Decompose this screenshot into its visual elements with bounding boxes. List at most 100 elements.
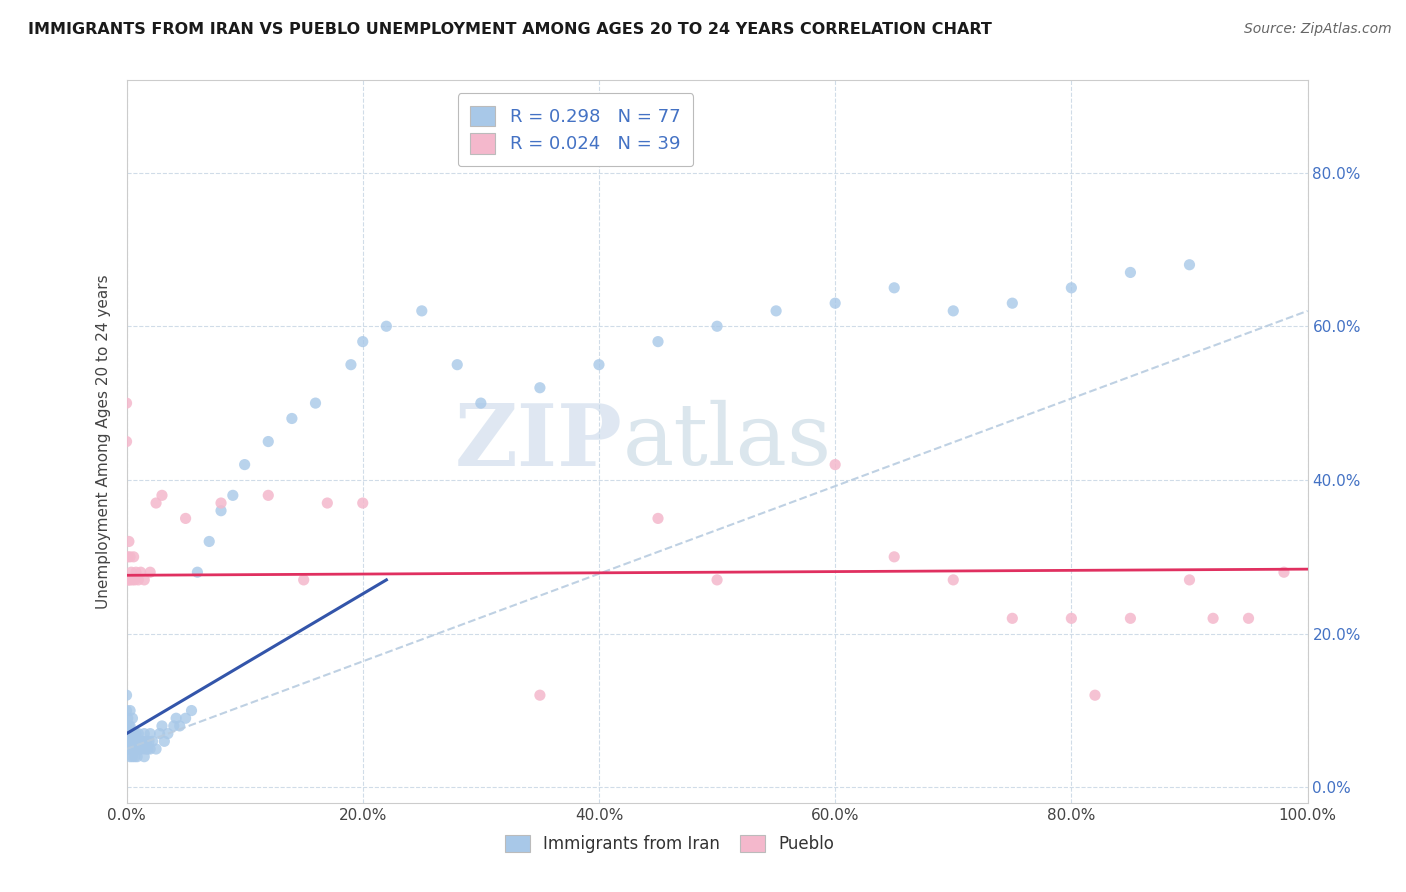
Point: [150, 719, 173, 733]
Point: [134, 726, 156, 740]
Point: [125, 565, 148, 579]
Point: [117, 734, 139, 748]
Point: [117, 726, 139, 740]
Point: [122, 742, 145, 756]
Point: [304, 396, 326, 410]
Point: [340, 358, 363, 372]
Point: [1178, 573, 1201, 587]
Point: [124, 749, 146, 764]
Point: [120, 726, 142, 740]
Point: [118, 719, 141, 733]
Point: [121, 711, 143, 725]
Point: [375, 319, 398, 334]
Point: [117, 711, 139, 725]
Y-axis label: Unemployment Among Ages 20 to 24 years: Unemployment Among Ages 20 to 24 years: [96, 274, 111, 609]
Point: [352, 334, 374, 349]
Point: [1178, 258, 1201, 272]
Text: ZIP: ZIP: [454, 400, 623, 483]
Point: [174, 711, 197, 725]
Point: [122, 726, 145, 740]
Point: [118, 742, 141, 756]
Point: [257, 488, 280, 502]
Point: [127, 573, 149, 587]
Point: [125, 726, 148, 740]
Point: [120, 749, 142, 764]
Point: [138, 734, 160, 748]
Point: [163, 719, 186, 733]
Point: [1060, 611, 1083, 625]
Point: [1119, 611, 1142, 625]
Point: [1060, 281, 1083, 295]
Point: [706, 319, 728, 334]
Point: [647, 334, 669, 349]
Point: [209, 504, 232, 518]
Point: [121, 749, 143, 764]
Text: Source: ZipAtlas.com: Source: ZipAtlas.com: [1244, 22, 1392, 37]
Point: [1001, 611, 1024, 625]
Point: [149, 726, 172, 740]
Point: [186, 565, 208, 579]
Point: [117, 549, 139, 564]
Point: [209, 496, 232, 510]
Point: [121, 734, 143, 748]
Point: [124, 573, 146, 587]
Point: [120, 734, 142, 748]
Point: [706, 573, 728, 587]
Point: [115, 704, 138, 718]
Point: [588, 358, 610, 372]
Point: [1237, 611, 1260, 625]
Point: [292, 573, 315, 587]
Point: [120, 565, 142, 579]
Point: [765, 304, 787, 318]
Text: IMMIGRANTS FROM IRAN VS PUEBLO UNEMPLOYMENT AMONG AGES 20 TO 24 YEARS CORRELATIO: IMMIGRANTS FROM IRAN VS PUEBLO UNEMPLOYM…: [28, 22, 993, 37]
Point: [1272, 565, 1295, 579]
Point: [122, 549, 145, 564]
Point: [118, 534, 141, 549]
Point: [942, 573, 965, 587]
Point: [139, 742, 162, 756]
Point: [127, 726, 149, 740]
Point: [125, 742, 148, 756]
Point: [411, 304, 433, 318]
Legend: Immigrants from Iran, Pueblo: Immigrants from Iran, Pueblo: [499, 828, 841, 860]
Point: [131, 742, 153, 756]
Point: [1202, 611, 1225, 625]
Point: [446, 358, 468, 372]
Point: [180, 704, 202, 718]
Point: [824, 458, 846, 472]
Point: [135, 734, 157, 748]
Point: [352, 496, 374, 510]
Point: [117, 573, 139, 587]
Point: [127, 749, 149, 764]
Point: [281, 411, 304, 425]
Point: [141, 734, 163, 748]
Point: [136, 742, 159, 756]
Point: [169, 719, 191, 733]
Point: [120, 704, 142, 718]
Point: [150, 488, 173, 502]
Point: [883, 281, 905, 295]
Point: [153, 734, 176, 748]
Point: [129, 565, 152, 579]
Point: [647, 511, 669, 525]
Point: [128, 742, 150, 756]
Point: [824, 296, 846, 310]
Point: [883, 549, 905, 564]
Point: [139, 565, 162, 579]
Point: [165, 711, 187, 725]
Point: [134, 749, 156, 764]
Point: [118, 573, 141, 587]
Point: [139, 726, 162, 740]
Point: [120, 719, 142, 733]
Point: [127, 742, 149, 756]
Point: [233, 458, 256, 472]
Point: [134, 573, 156, 587]
Text: atlas: atlas: [623, 400, 832, 483]
Point: [115, 688, 138, 702]
Point: [145, 496, 167, 510]
Point: [316, 496, 339, 510]
Point: [156, 726, 179, 740]
Point: [1001, 296, 1024, 310]
Point: [127, 734, 149, 748]
Point: [129, 734, 152, 748]
